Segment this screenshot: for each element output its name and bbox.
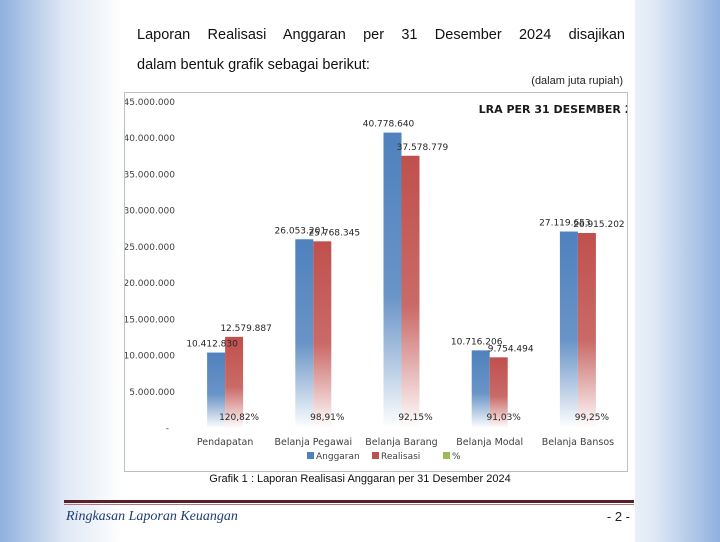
data-label-percent: 92,15% bbox=[398, 413, 433, 423]
bar-realisasi bbox=[225, 336, 244, 428]
legend-swatch bbox=[372, 452, 379, 459]
y-tick-label: 40.000.000 bbox=[125, 134, 175, 144]
legend-swatch bbox=[443, 452, 450, 459]
data-label-percent: 99,25% bbox=[575, 413, 610, 423]
intro-line-2: dalam bentuk grafik sebagai berikut: bbox=[137, 57, 370, 73]
bar-chart: - 5.000.000 10.000.000 15.000.000 20.000.000… bbox=[125, 98, 627, 462]
bar-realisasi bbox=[313, 241, 332, 428]
data-label-anggaran: 40.778.640 bbox=[363, 120, 415, 130]
data-label-anggaran: 10.412.830 bbox=[186, 340, 238, 350]
x-category-label: Belanja Pegawai bbox=[274, 437, 352, 448]
data-label-percent: 91,03% bbox=[487, 413, 522, 423]
bar-realisasi bbox=[401, 155, 420, 428]
data-label-realisasi: 12.579.887 bbox=[220, 324, 272, 334]
y-tick-label: 45.000.000 bbox=[125, 98, 175, 108]
x-category-label: Belanja Modal bbox=[456, 437, 523, 448]
data-label-anggaran: 27.119.653 bbox=[539, 219, 591, 229]
bar-realisasi bbox=[489, 357, 508, 428]
bar-anggaran bbox=[383, 132, 402, 428]
x-category-label: Pendapatan bbox=[197, 437, 254, 448]
y-tick-label: 25.000.000 bbox=[125, 243, 175, 253]
figure-caption: Grafik 1 : Laporan Realisasi Anggaran pe… bbox=[209, 473, 511, 485]
legend-label: % bbox=[452, 452, 461, 462]
data-label-anggaran: 10.716.206 bbox=[451, 337, 503, 347]
x-category-label: Belanja Barang bbox=[365, 437, 437, 448]
legend-label: Anggaran bbox=[316, 452, 360, 462]
y-tick-label: 15.000.000 bbox=[125, 315, 175, 325]
data-label-realisasi: 37.578.779 bbox=[397, 143, 449, 153]
data-label-realisasi: 9.754.494 bbox=[488, 344, 534, 354]
chart-frame: - 5.000.000 10.000.000 15.000.000 20.000.000… bbox=[124, 92, 628, 472]
y-tick-label: 35.000.000 bbox=[125, 170, 175, 180]
x-category-label: Belanja Bansos bbox=[542, 437, 614, 448]
y-tick-label: 5.000.000 bbox=[129, 388, 175, 398]
bar-realisasi bbox=[577, 233, 596, 428]
page-number: - 2 - bbox=[606, 509, 630, 524]
legend-swatch bbox=[307, 452, 314, 459]
footer-rule bbox=[64, 500, 634, 503]
y-tick-label: - bbox=[166, 424, 169, 434]
data-label-realisasi: 26.915.202 bbox=[573, 220, 625, 230]
data-label-percent: 120,82% bbox=[219, 413, 259, 423]
y-tick-label: 30.000.000 bbox=[125, 207, 175, 217]
bar-anggaran bbox=[559, 231, 578, 428]
legend-label: Realisasi bbox=[381, 452, 420, 462]
bar-anggaran bbox=[295, 239, 314, 428]
y-tick-label: 10.000.000 bbox=[125, 352, 175, 362]
chart-title: LRA PER 31 DESEMBER 2024 bbox=[479, 103, 627, 116]
data-label-realisasi: 25.768.345 bbox=[309, 228, 361, 238]
intro-line-1: Laporan Realisasi Anggaran per 31 Desemb… bbox=[137, 27, 625, 43]
footer-title: Ringkasan Laporan Keuangan bbox=[66, 509, 238, 524]
y-tick-label: 20.000.000 bbox=[125, 279, 175, 289]
bar-anggaran bbox=[207, 352, 226, 428]
footer-rule-thin bbox=[64, 504, 634, 505]
intro-paragraph: Laporan Realisasi Anggaran per 31 Desemb… bbox=[137, 20, 625, 80]
data-label-anggaran: 26.053.201 bbox=[275, 226, 327, 236]
unit-note: (dalam juta rupiah) bbox=[531, 75, 623, 87]
data-label-percent: 98,91% bbox=[310, 413, 345, 423]
bar-anggaran bbox=[471, 350, 490, 428]
